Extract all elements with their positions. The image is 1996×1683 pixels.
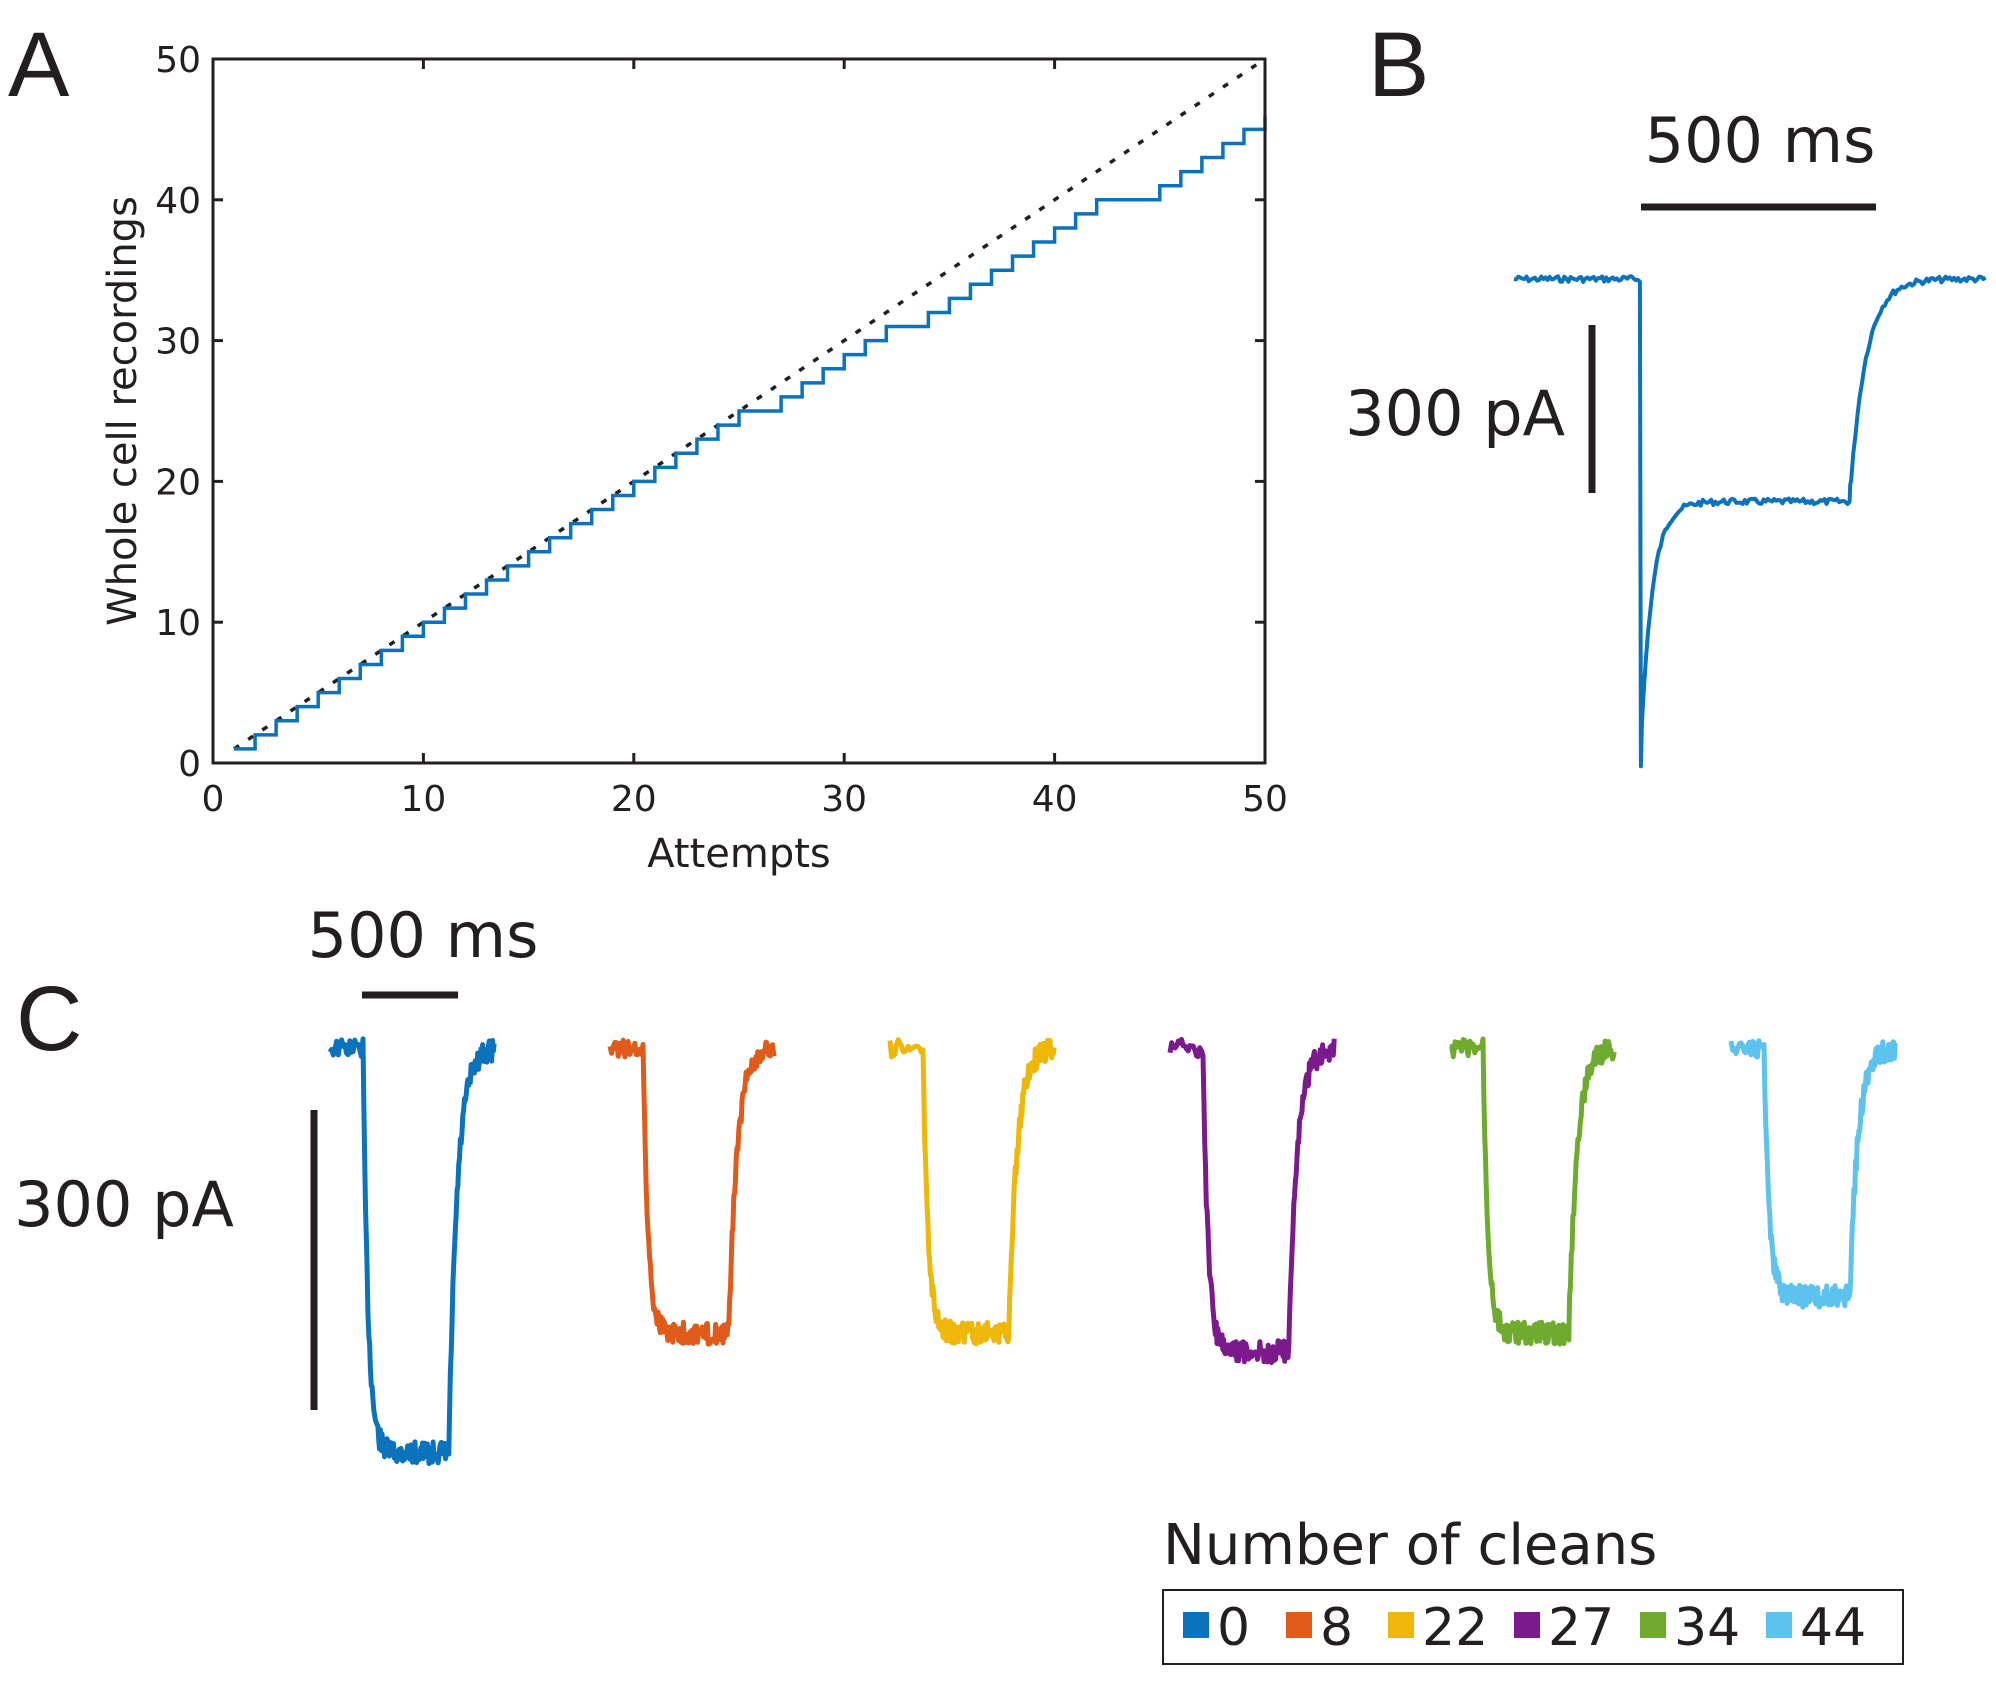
trace-cleans-27 bbox=[1167, 1036, 1337, 1366]
x-axis-label: Attempts bbox=[647, 831, 831, 877]
y-tick-label: 40 bbox=[155, 181, 201, 222]
x-tick-label: 50 bbox=[1242, 779, 1288, 820]
legend-swatch-27 bbox=[1514, 1612, 1540, 1638]
legend-label-27: 27 bbox=[1548, 1598, 1614, 1658]
legend-items: 0 8 22 27 34 44 bbox=[1183, 1598, 1866, 1658]
identity-dotted-line bbox=[233, 57, 1266, 751]
panel-label-c: C bbox=[16, 968, 82, 1070]
c-time-scalebar-label: 500 ms bbox=[308, 899, 539, 972]
y-tick-label: 10 bbox=[155, 603, 201, 644]
current-scalebar-label: 300 pA bbox=[1345, 377, 1565, 450]
y-axis-label: Whole cell recordings bbox=[100, 196, 146, 626]
recordings-step-line bbox=[234, 115, 1267, 751]
trace-cleans-8 bbox=[607, 1037, 777, 1347]
panel-label-a: A bbox=[8, 14, 70, 116]
legend-label-34: 34 bbox=[1674, 1598, 1740, 1658]
trace-cleans-44 bbox=[1728, 1038, 1898, 1310]
x-tick-label: 10 bbox=[400, 779, 446, 820]
legend-label-44: 44 bbox=[1800, 1598, 1866, 1658]
legend-label-8: 8 bbox=[1320, 1598, 1353, 1658]
time-scalebar-label: 500 ms bbox=[1645, 104, 1876, 177]
legend-swatch-34 bbox=[1640, 1612, 1666, 1638]
c-trace-group bbox=[327, 1036, 1898, 1466]
y-tick-label: 30 bbox=[155, 322, 201, 363]
x-tick-label: 30 bbox=[821, 779, 867, 820]
panel-a-plot: 0 10 20 30 40 50 0 10 20 30 40 50 Attempts Whole c… bbox=[100, 40, 1288, 877]
trace-cleans-34 bbox=[1449, 1036, 1617, 1347]
panel-c-traces: 500 ms 300 pA bbox=[14, 899, 1898, 1466]
panel-a-y-tick-labels: 0 10 20 30 40 50 bbox=[155, 40, 201, 785]
legend-label-0: 0 bbox=[1217, 1598, 1250, 1658]
trace-cleans-22 bbox=[887, 1037, 1057, 1347]
legend-swatch-22 bbox=[1388, 1612, 1414, 1638]
y-tick-label: 20 bbox=[155, 462, 201, 503]
legend-swatch-8 bbox=[1286, 1612, 1312, 1638]
x-tick-label: 0 bbox=[202, 779, 225, 820]
panel-a-axes-box bbox=[211, 57, 1267, 765]
legend-swatch-44 bbox=[1766, 1612, 1792, 1638]
trace-cleans-0 bbox=[327, 1036, 497, 1466]
legend: Number of cleans 0 8 22 27 34 44 bbox=[1162, 1513, 1904, 1665]
y-tick-label: 0 bbox=[178, 744, 201, 785]
legend-label-22: 22 bbox=[1422, 1598, 1488, 1658]
legend-swatch-0 bbox=[1183, 1612, 1209, 1638]
current-trace bbox=[1513, 274, 1987, 769]
legend-title: Number of cleans bbox=[1163, 1513, 1657, 1578]
x-tick-label: 40 bbox=[1032, 779, 1078, 820]
panel-label-b: B bbox=[1368, 14, 1429, 116]
panel-a-x-tick-labels: 0 10 20 30 40 50 bbox=[202, 779, 1288, 820]
panel-b-trace: 500 ms 300 pA bbox=[1345, 104, 1987, 769]
y-tick-label: 50 bbox=[155, 40, 201, 81]
x-tick-label: 20 bbox=[611, 779, 657, 820]
c-current-scalebar-label: 300 pA bbox=[14, 1168, 234, 1241]
